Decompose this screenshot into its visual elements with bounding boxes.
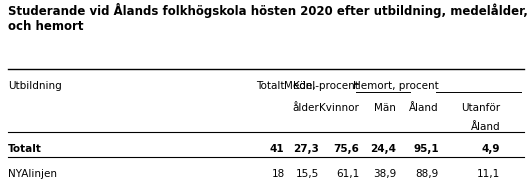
Text: Medel-: Medel- xyxy=(284,81,319,91)
Text: 4,9: 4,9 xyxy=(481,144,500,154)
Text: Kvinnor: Kvinnor xyxy=(319,103,359,113)
Text: 24,4: 24,4 xyxy=(370,144,396,154)
Text: 88,9: 88,9 xyxy=(415,169,439,179)
Text: Kön, procent: Kön, procent xyxy=(293,81,359,91)
Text: 61,1: 61,1 xyxy=(336,169,359,179)
Text: 95,1: 95,1 xyxy=(413,144,439,154)
Text: Åland: Åland xyxy=(409,103,439,113)
Text: ålder: ålder xyxy=(293,103,319,113)
Text: Hemort, procent: Hemort, procent xyxy=(353,81,439,91)
Text: Totalt: Totalt xyxy=(256,81,285,91)
Text: 15,5: 15,5 xyxy=(296,169,319,179)
Text: 18: 18 xyxy=(271,169,285,179)
Text: 75,6: 75,6 xyxy=(333,144,359,154)
Text: Utbildning: Utbildning xyxy=(8,81,62,91)
Text: 11,1: 11,1 xyxy=(477,169,500,179)
Text: Åland: Åland xyxy=(470,122,500,132)
Text: Utanför: Utanför xyxy=(461,103,500,113)
Text: NYAlinjen: NYAlinjen xyxy=(8,169,57,179)
Text: 38,9: 38,9 xyxy=(373,169,396,179)
Text: Män: Män xyxy=(375,103,396,113)
Text: 41: 41 xyxy=(270,144,285,154)
Text: Studerande vid Ålands folkhögskola hösten 2020 efter utbildning, medelålder, kön: Studerande vid Ålands folkhögskola höste… xyxy=(8,3,532,33)
Text: 27,3: 27,3 xyxy=(293,144,319,154)
Text: Totalt: Totalt xyxy=(8,144,42,154)
